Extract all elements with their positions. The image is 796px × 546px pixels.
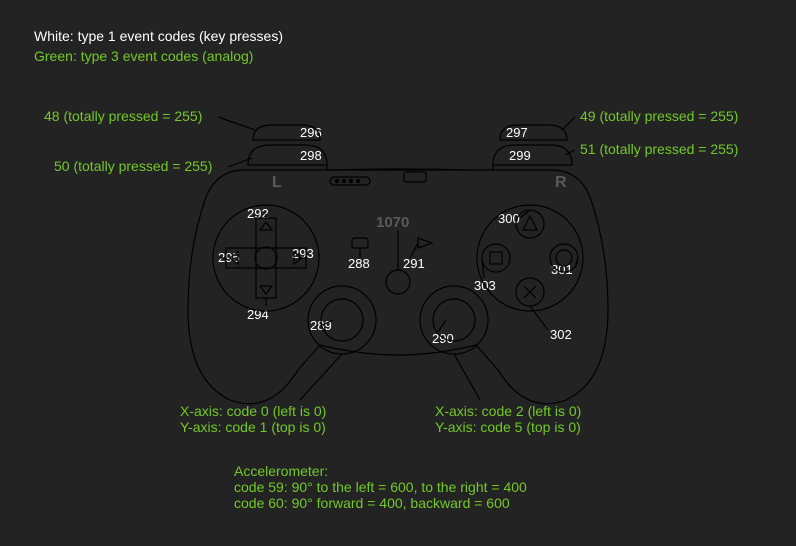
select-button xyxy=(352,238,368,248)
leader-r2g xyxy=(562,117,575,130)
left-stick xyxy=(321,299,363,341)
circle-button xyxy=(550,244,578,272)
ps-button xyxy=(386,270,410,294)
leader-right-stick xyxy=(454,354,480,400)
controller-diagram xyxy=(0,0,796,546)
right-pad-circle xyxy=(477,205,583,311)
l1-shoulder xyxy=(248,145,327,165)
r2-trigger xyxy=(500,125,567,140)
controller-body xyxy=(188,170,608,404)
r1-shoulder xyxy=(493,145,572,165)
right-stick xyxy=(433,299,475,341)
l2-trigger xyxy=(253,125,320,140)
usb-port xyxy=(404,172,426,182)
start-button xyxy=(418,238,432,248)
right-stick-housing xyxy=(420,286,488,354)
triangle-button xyxy=(516,210,544,238)
dpad xyxy=(226,218,306,298)
face-buttons xyxy=(482,210,578,306)
leader-l2g xyxy=(218,117,255,130)
left-stick-housing xyxy=(308,286,376,354)
square-button xyxy=(482,244,510,272)
